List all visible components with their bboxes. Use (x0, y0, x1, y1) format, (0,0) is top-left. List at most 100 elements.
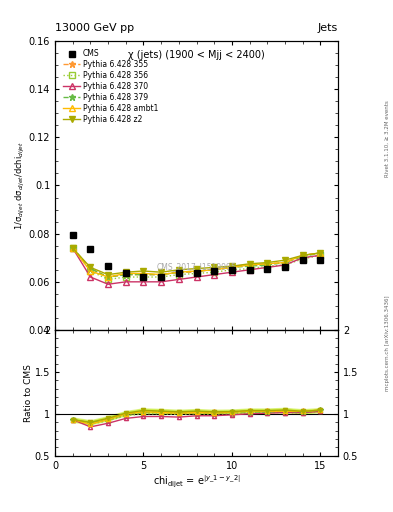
Pythia 6.428 z2 (230, 263, 234, 269)
Pythia 6.428 379 (176, 269, 181, 275)
Pythia 6.428 z2 (318, 250, 323, 256)
Pythia 6.428 355 (212, 266, 217, 272)
Pythia 6.428 379 (88, 266, 93, 272)
Pythia 6.428 355 (318, 250, 323, 256)
Text: 13000 GeV pp: 13000 GeV pp (55, 23, 134, 33)
Pythia 6.428 356 (230, 267, 234, 273)
Pythia 6.428 355 (70, 245, 75, 251)
Pythia 6.428 ambt1 (176, 269, 181, 275)
CMS (141, 274, 146, 280)
Pythia 6.428 379 (106, 274, 110, 280)
Pythia 6.428 370 (176, 276, 181, 283)
CMS (265, 266, 270, 272)
Pythia 6.428 370 (123, 279, 128, 285)
Pythia 6.428 z2 (194, 266, 199, 272)
Pythia 6.428 z2 (283, 257, 287, 263)
Pythia 6.428 355 (88, 266, 93, 272)
CMS (194, 270, 199, 276)
Pythia 6.428 370 (141, 279, 146, 285)
Line: Pythia 6.428 z2: Pythia 6.428 z2 (70, 245, 323, 278)
Pythia 6.428 z2 (212, 264, 217, 270)
Text: Rivet 3.1.10, ≥ 3.2M events: Rivet 3.1.10, ≥ 3.2M events (385, 100, 390, 177)
Pythia 6.428 356 (212, 269, 217, 275)
Pythia 6.428 379 (159, 271, 163, 278)
Pythia 6.428 379 (70, 245, 75, 251)
Pythia 6.428 z2 (176, 267, 181, 273)
Pythia 6.428 356 (176, 271, 181, 278)
Pythia 6.428 370 (70, 245, 75, 251)
Pythia 6.428 355 (176, 269, 181, 275)
Pythia 6.428 ambt1 (70, 245, 75, 251)
Pythia 6.428 355 (159, 271, 163, 278)
Y-axis label: 1/σ$_{dijet}$ dσ$_{dijet}$/dchi$_{dijet}$: 1/σ$_{dijet}$ dσ$_{dijet}$/dchi$_{dijet}… (14, 141, 27, 230)
CMS (88, 246, 93, 252)
Pythia 6.428 z2 (141, 268, 146, 274)
Pythia 6.428 ambt1 (88, 268, 93, 274)
Line: Pythia 6.428 355: Pythia 6.428 355 (69, 245, 324, 281)
Line: CMS: CMS (69, 231, 324, 281)
Pythia 6.428 z2 (265, 260, 270, 266)
Pythia 6.428 ambt1 (159, 271, 163, 278)
CMS (300, 257, 305, 263)
Pythia 6.428 ambt1 (230, 264, 234, 270)
CMS (176, 270, 181, 276)
Pythia 6.428 ambt1 (265, 261, 270, 267)
Pythia 6.428 z2 (300, 252, 305, 259)
Pythia 6.428 ambt1 (212, 267, 217, 273)
Pythia 6.428 355 (283, 260, 287, 266)
Pythia 6.428 379 (123, 271, 128, 278)
Legend: CMS, Pythia 6.428 355, Pythia 6.428 356, Pythia 6.428 370, Pythia 6.428 379, Pyt: CMS, Pythia 6.428 355, Pythia 6.428 356,… (62, 48, 160, 125)
Pythia 6.428 370 (106, 281, 110, 287)
Text: Jets: Jets (318, 23, 338, 33)
Pythia 6.428 356 (88, 268, 93, 274)
CMS (123, 270, 128, 276)
Pythia 6.428 379 (283, 260, 287, 266)
Pythia 6.428 356 (70, 245, 75, 251)
Text: mcplots.cern.ch [arXiv:1306.3436]: mcplots.cern.ch [arXiv:1306.3436] (385, 295, 390, 391)
Pythia 6.428 370 (283, 262, 287, 268)
Text: χ (jets) (1900 < Mjj < 2400): χ (jets) (1900 < Mjj < 2400) (128, 50, 265, 59)
Pythia 6.428 ambt1 (283, 260, 287, 266)
Pythia 6.428 z2 (70, 245, 75, 251)
Pythia 6.428 355 (123, 271, 128, 278)
Pythia 6.428 379 (212, 267, 217, 273)
Pythia 6.428 370 (159, 279, 163, 285)
Pythia 6.428 356 (318, 252, 323, 259)
CMS (106, 263, 110, 269)
Y-axis label: Ratio to CMS: Ratio to CMS (24, 364, 33, 422)
Pythia 6.428 ambt1 (106, 274, 110, 280)
Pythia 6.428 356 (106, 276, 110, 283)
CMS (212, 268, 217, 274)
Pythia 6.428 ambt1 (123, 270, 128, 276)
Pythia 6.428 379 (265, 262, 270, 268)
Pythia 6.428 ambt1 (318, 250, 323, 256)
Pythia 6.428 z2 (123, 269, 128, 275)
Pythia 6.428 379 (300, 253, 305, 260)
Pythia 6.428 z2 (106, 271, 110, 278)
Pythia 6.428 ambt1 (247, 262, 252, 268)
CMS (159, 274, 163, 280)
Pythia 6.428 379 (318, 250, 323, 256)
Pythia 6.428 356 (141, 274, 146, 280)
Pythia 6.428 370 (212, 271, 217, 278)
Pythia 6.428 356 (300, 256, 305, 262)
Pythia 6.428 356 (265, 263, 270, 269)
Pythia 6.428 370 (88, 274, 93, 280)
Pythia 6.428 355 (106, 274, 110, 280)
Pythia 6.428 355 (247, 262, 252, 268)
Pythia 6.428 355 (300, 252, 305, 259)
Pythia 6.428 z2 (88, 264, 93, 270)
CMS (230, 267, 234, 273)
Line: Pythia 6.428 370: Pythia 6.428 370 (70, 245, 323, 287)
CMS (247, 267, 252, 273)
Pythia 6.428 z2 (247, 261, 252, 267)
Pythia 6.428 356 (159, 274, 163, 280)
Pythia 6.428 370 (318, 252, 323, 259)
Pythia 6.428 370 (300, 254, 305, 261)
Text: CMS_2017_I1519995: CMS_2017_I1519995 (157, 262, 236, 271)
Pythia 6.428 356 (247, 266, 252, 272)
Pythia 6.428 355 (194, 269, 199, 275)
Pythia 6.428 370 (194, 274, 199, 280)
Line: Pythia 6.428 379: Pythia 6.428 379 (69, 245, 324, 281)
CMS (318, 257, 323, 263)
